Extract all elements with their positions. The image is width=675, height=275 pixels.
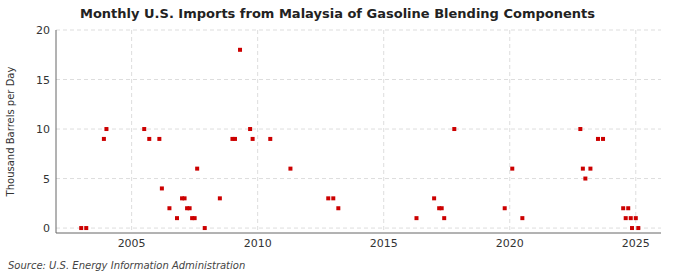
- point: [452, 127, 456, 131]
- point: [621, 206, 625, 210]
- x-grid-line: [635, 30, 636, 233]
- point: [630, 226, 634, 230]
- x-tick-label: 2020: [496, 237, 524, 250]
- point: [251, 137, 255, 141]
- point: [629, 216, 633, 220]
- x-tick-label: 2010: [244, 237, 272, 250]
- point: [167, 206, 171, 210]
- point: [102, 137, 106, 141]
- point: [233, 137, 237, 141]
- point: [203, 226, 207, 230]
- x-tick-label: 2005: [118, 237, 146, 250]
- x-tick-label: 2015: [370, 237, 398, 250]
- point: [440, 206, 444, 210]
- point: [157, 137, 161, 141]
- title: Monthly U.S. Imports from Malaysia of Ga…: [80, 6, 595, 21]
- point: [636, 226, 640, 230]
- y-axis-line: [56, 30, 57, 233]
- point: [581, 167, 585, 171]
- point: [442, 216, 446, 220]
- point: [248, 127, 252, 131]
- point: [634, 216, 638, 220]
- x-grid-line: [131, 30, 132, 233]
- point: [336, 206, 340, 210]
- y-grid-line: [56, 178, 661, 179]
- point: [160, 186, 164, 190]
- point: [503, 206, 507, 210]
- point: [188, 206, 192, 210]
- point: [268, 137, 272, 141]
- point: [601, 137, 605, 141]
- chart: 2005 2010 2015 2020 2025 0 5 10 15 20 Monthly U.S.…: [0, 0, 675, 275]
- point: [578, 127, 582, 131]
- x-grid-line: [383, 30, 384, 233]
- point: [331, 196, 335, 200]
- point: [175, 216, 179, 220]
- point: [147, 137, 151, 141]
- point: [104, 127, 108, 131]
- point: [238, 48, 242, 52]
- point: [596, 137, 600, 141]
- point: [142, 127, 146, 131]
- y-tick-label: 15: [36, 74, 50, 87]
- point: [414, 216, 418, 220]
- y-tick-label: 10: [36, 123, 50, 136]
- y-grid-line: [56, 30, 661, 31]
- point: [583, 177, 587, 181]
- point: [624, 216, 628, 220]
- grid: [56, 30, 661, 233]
- source-note: Source: U.S. Energy Information Administ…: [8, 260, 245, 271]
- point: [588, 167, 592, 171]
- point: [195, 167, 199, 171]
- point: [432, 196, 436, 200]
- point: [79, 226, 83, 230]
- point: [510, 167, 514, 171]
- y-grid-line: [56, 79, 661, 80]
- x-grid-line: [509, 30, 510, 233]
- points: [79, 48, 640, 230]
- y-tick-label: 0: [43, 222, 50, 235]
- x-tick-label: 2025: [622, 237, 650, 250]
- x-axis-line: [56, 233, 661, 234]
- y-tick-label: 20: [36, 24, 50, 37]
- y-tick-label: 5: [43, 173, 50, 186]
- x-grid-line: [257, 30, 258, 233]
- y-grid-line: [56, 129, 661, 130]
- point: [288, 167, 292, 171]
- point: [218, 196, 222, 200]
- point: [520, 216, 524, 220]
- point: [626, 206, 630, 210]
- point: [183, 196, 187, 200]
- y-grid-line: [56, 228, 661, 229]
- point: [84, 226, 88, 230]
- point: [193, 216, 197, 220]
- y-axis-label: Thousand Barrels per Day: [5, 67, 16, 198]
- point: [326, 196, 330, 200]
